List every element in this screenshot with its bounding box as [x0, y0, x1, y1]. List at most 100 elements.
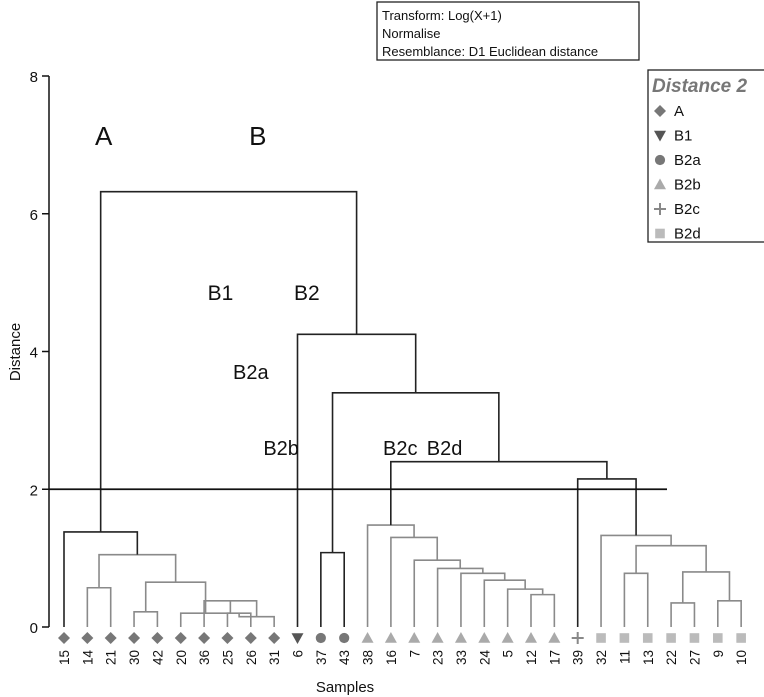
transform-info-box: Transform: Log(X+1) Normalise Resemblance:… [376, 1, 640, 61]
cluster-label: B2a [233, 362, 269, 384]
sample-marker [58, 632, 70, 644]
dendrogram-link [670, 602, 696, 627]
legend-label: B2b [674, 177, 701, 194]
sample-label: 37 [314, 650, 329, 665]
sample-label: 36 [197, 650, 212, 665]
sample-label: 30 [127, 650, 142, 665]
dendrogram-link [99, 190, 358, 532]
sample-label: 15 [57, 650, 72, 665]
sample-marker [713, 633, 723, 643]
sample-label: 42 [150, 650, 165, 665]
info-box-line: Normalise [382, 26, 441, 41]
legend: Distance 2 A B1 B2a B2b B2c B2d [647, 69, 764, 243]
cluster-label: B [249, 121, 266, 151]
y-tick-label: 8 [30, 69, 38, 86]
dendrogram-link [133, 611, 159, 627]
x-axis-label: Samples [316, 679, 374, 696]
legend-symbol [654, 105, 666, 117]
sample-marker [454, 632, 467, 643]
legend-label: B2d [674, 226, 701, 243]
cluster-label: B1 [208, 282, 234, 305]
sample-marker [174, 632, 187, 644]
sample-marker [642, 633, 653, 643]
dendrogram-link [331, 392, 500, 553]
cluster-label: B2 [294, 282, 320, 305]
y-axis: 0 2 4 6 8 [30, 69, 50, 637]
dendrogram-link [483, 579, 526, 627]
sample-label: 32 [594, 650, 609, 665]
sample-marker [151, 632, 164, 644]
sample-label: 39 [571, 650, 586, 665]
sample-marker [291, 633, 304, 644]
sample-marker [596, 633, 606, 643]
sample-label: 22 [664, 650, 679, 665]
sample-label: 38 [361, 650, 376, 665]
legend-label: B2c [674, 201, 700, 218]
sample-label: 33 [454, 650, 469, 665]
sample-marker [104, 632, 117, 644]
dendrogram-link [144, 581, 207, 614]
sample-label: 10 [734, 650, 749, 665]
dendrogram-link [717, 600, 742, 627]
info-box-frame [376, 1, 640, 61]
dendrogram-link [460, 572, 506, 627]
sample-label: 31 [267, 650, 282, 665]
sample-marker [525, 632, 537, 643]
sample-label: 17 [547, 650, 562, 665]
sample-label: 14 [80, 650, 95, 666]
legend-label: B2a [674, 152, 701, 169]
cluster-label: B2b [263, 438, 299, 460]
sample-marker [198, 632, 211, 644]
sample-marker [128, 632, 141, 644]
dendrogram-link [86, 586, 112, 627]
dendrogram-link [681, 571, 731, 603]
dendrogram-links [63, 190, 742, 627]
sample-marker [619, 633, 630, 643]
dendrogram-link [506, 588, 544, 627]
sample-marker [689, 633, 700, 643]
dendrogram-link [238, 613, 275, 627]
sample-marker [361, 632, 374, 643]
sample-label: 27 [687, 650, 702, 665]
legend-symbol [654, 130, 666, 142]
legend-symbol [654, 203, 666, 215]
legend-title: Distance 2 [652, 76, 747, 97]
cluster-label: A [95, 121, 113, 151]
y-tick-label: 2 [30, 482, 38, 499]
sample-label: 24 [477, 650, 492, 666]
sample-marker [408, 632, 421, 643]
sample-label: 11 [617, 650, 632, 664]
sample-marker [268, 632, 281, 644]
dendrogram-link [530, 593, 556, 627]
sample-marker [571, 632, 584, 644]
cluster-label: B2d [427, 438, 463, 460]
sample-marker [431, 632, 444, 643]
cluster-labels: A B B1 B2 B2a B2b B2c B2d [95, 121, 462, 460]
info-box-line: Transform: Log(X+1) [382, 8, 502, 23]
sample-label: 7 [407, 650, 422, 658]
sample-markers [58, 632, 746, 644]
sample-marker [666, 633, 676, 643]
y-tick-label: 0 [30, 620, 38, 637]
y-tick-label: 4 [30, 345, 38, 362]
sample-label: 13 [641, 650, 656, 665]
sample-label: 6 [291, 650, 306, 658]
legend-symbol [654, 178, 666, 190]
dendrogram-link [390, 536, 439, 627]
cluster-label: B2c [383, 438, 417, 460]
sample-marker [478, 632, 491, 643]
dendrogram-link [63, 531, 139, 627]
y-tick-label: 6 [30, 207, 38, 224]
sample-label: 21 [104, 650, 119, 665]
sample-marker [315, 632, 326, 644]
legend-label: A [674, 103, 684, 120]
sample-marker [339, 632, 350, 644]
dendrogram-link [296, 333, 417, 627]
y-axis-label: Distance [7, 323, 24, 381]
legend-label: B1 [674, 128, 692, 145]
legend-frame [647, 69, 764, 243]
sample-label: 12 [524, 650, 539, 665]
sample-marker [384, 632, 397, 643]
sample-marker [736, 633, 746, 643]
